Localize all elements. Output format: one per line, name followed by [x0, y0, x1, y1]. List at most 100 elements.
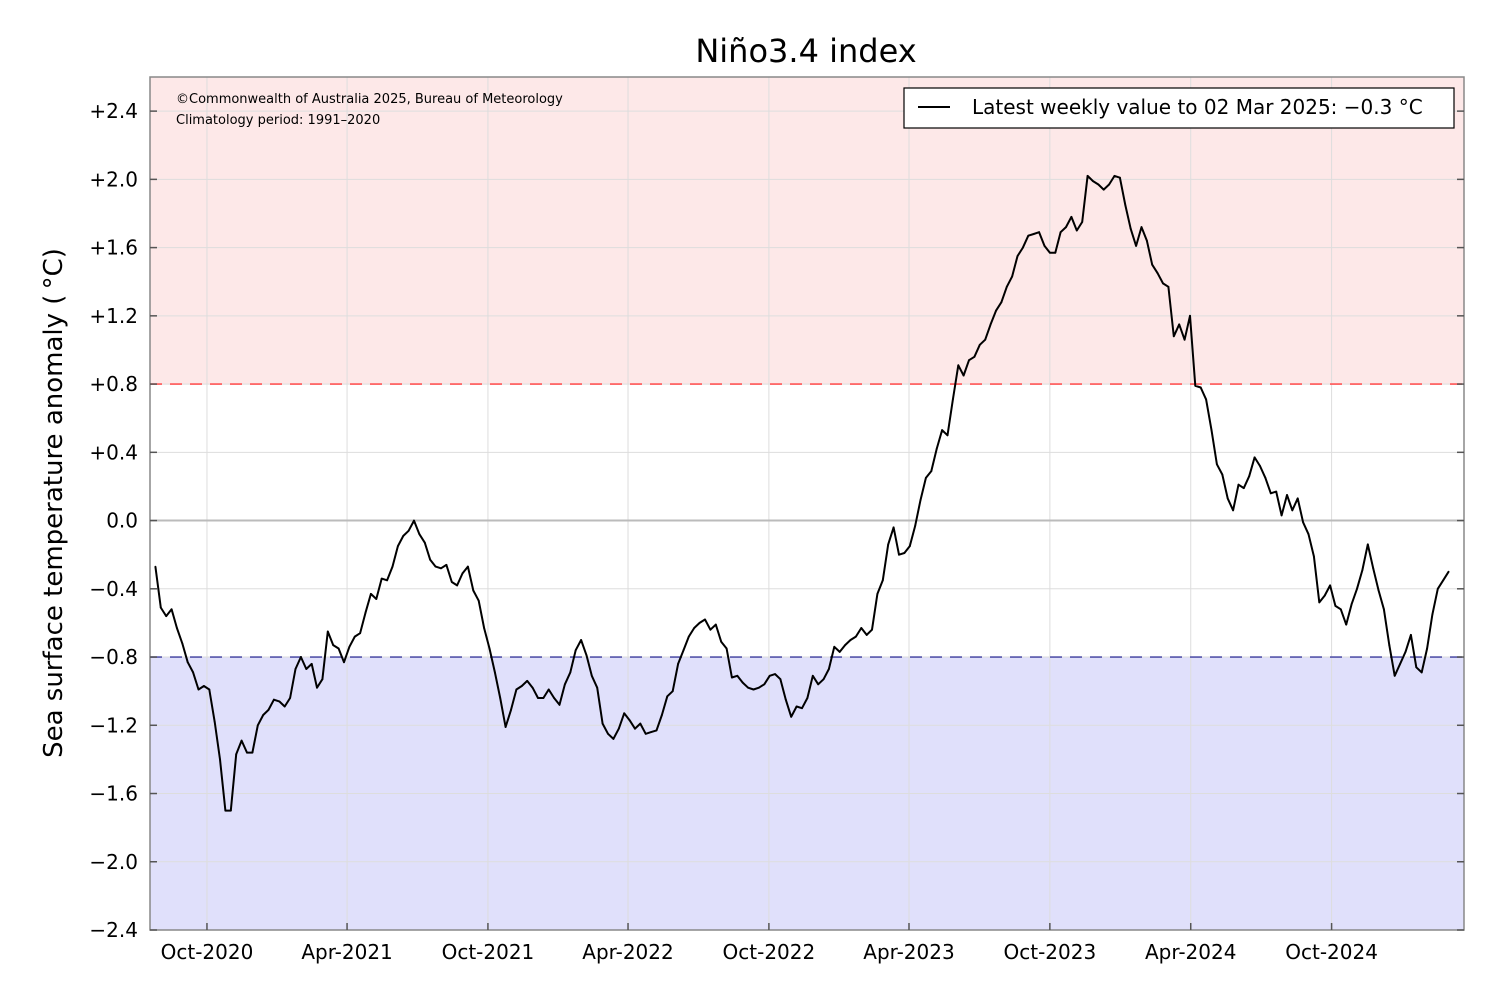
- data-point: [1070, 216, 1073, 218]
- data-point: [935, 448, 938, 450]
- data-point: [1156, 272, 1159, 275]
- data-point: [434, 565, 437, 568]
- data-point: [1259, 465, 1261, 467]
- data-point: [607, 732, 609, 735]
- data-point: [348, 645, 351, 648]
- x-axis: Oct-2020 Apr-2021 Oct-2021 Apr-2022 Oct-2022…: [161, 923, 1378, 964]
- data-point: [477, 599, 480, 602]
- data-point: [154, 565, 157, 568]
- data-point: [1356, 587, 1358, 590]
- data-point: [413, 519, 415, 522]
- data-point: [1264, 477, 1267, 479]
- legend: Latest weekly value to 02 Mar 2025: −0.3…: [903, 87, 1455, 129]
- x-tick-label: Apr-2023: [863, 940, 954, 964]
- data-point: [758, 686, 760, 689]
- data-point: [1135, 245, 1137, 247]
- data-point: [946, 434, 949, 437]
- series-layer: [154, 174, 1450, 812]
- data-point: [1372, 567, 1375, 570]
- data-point: [650, 731, 652, 733]
- data-point: [1210, 429, 1213, 431]
- data-point: [639, 722, 642, 725]
- data-point: [849, 639, 852, 641]
- data-point: [628, 719, 631, 722]
- data-point: [1119, 176, 1121, 179]
- data-point: [1366, 543, 1369, 546]
- data-point: [1167, 285, 1170, 288]
- data-point: [429, 558, 432, 561]
- y-tick-label: −2.0: [89, 850, 138, 874]
- data-point: [1005, 285, 1008, 288]
- data-point: [273, 698, 275, 701]
- data-point: [186, 661, 189, 664]
- data-point: [585, 654, 588, 657]
- data-point: [1447, 570, 1450, 573]
- data-point: [1431, 613, 1434, 616]
- data-point: [467, 565, 469, 568]
- data-point: [1102, 188, 1105, 191]
- x-tick-label: Oct-2022: [723, 940, 816, 964]
- data-point: [332, 644, 335, 646]
- data-point: [170, 608, 173, 611]
- data-point: [811, 674, 814, 677]
- data-point: [741, 681, 744, 684]
- data-point: [1269, 492, 1272, 495]
- data-point: [892, 526, 895, 529]
- data-point: [838, 651, 841, 653]
- data-point: [1329, 584, 1331, 587]
- data-point: [337, 647, 340, 650]
- data-point: [634, 727, 636, 730]
- data-point: [774, 673, 776, 675]
- legend-label: Latest weekly value to 02 Mar 2025: −0.3…: [972, 95, 1423, 119]
- data-point: [316, 686, 318, 689]
- data-point: [251, 751, 254, 754]
- data-point: [806, 697, 809, 699]
- data-point: [353, 635, 356, 638]
- data-point: [1383, 608, 1385, 611]
- y-tick-label: 0.0: [106, 509, 138, 533]
- data-point: [305, 668, 308, 670]
- y-tick-label: +2.0: [89, 167, 138, 191]
- data-point: [213, 721, 216, 723]
- data-point: [968, 359, 970, 362]
- y-axis-label: Sea surface temperature anomaly ( °C): [39, 248, 69, 758]
- data-point: [860, 627, 863, 629]
- data-point: [677, 663, 679, 665]
- data-point: [828, 668, 830, 670]
- data-point: [483, 627, 485, 629]
- data-point: [537, 697, 539, 699]
- data-point: [1022, 246, 1024, 249]
- data-point: [671, 690, 674, 693]
- data-point: [833, 645, 836, 648]
- data-point: [957, 364, 960, 367]
- data-point: [1086, 175, 1089, 177]
- data-point: [747, 686, 749, 689]
- data-point: [855, 635, 857, 638]
- data-point: [547, 688, 550, 691]
- data-point: [456, 584, 458, 587]
- data-point: [558, 703, 561, 706]
- data-point: [1124, 204, 1127, 206]
- y-tick-label: −2.4: [89, 918, 138, 942]
- data-point: [817, 683, 820, 686]
- data-point: [364, 611, 367, 614]
- x-tick-label: Apr-2024: [1145, 940, 1236, 964]
- data-point: [844, 644, 846, 646]
- data-point: [876, 593, 879, 595]
- data-point: [1194, 384, 1197, 387]
- data-point: [219, 758, 221, 761]
- data-point: [504, 726, 507, 728]
- data-point: [397, 545, 399, 547]
- data-point: [1151, 263, 1154, 266]
- data-point: [375, 598, 378, 600]
- data-point: [1065, 226, 1067, 229]
- data-point: [1253, 456, 1256, 459]
- data-point: [768, 674, 771, 677]
- data-point: [1199, 386, 1202, 389]
- data-point: [1313, 555, 1315, 558]
- data-point: [763, 683, 766, 686]
- data-point: [461, 572, 464, 575]
- data-point: [725, 647, 728, 650]
- y-tick-label: +1.6: [89, 236, 138, 260]
- y-tick-label: −0.4: [89, 577, 138, 601]
